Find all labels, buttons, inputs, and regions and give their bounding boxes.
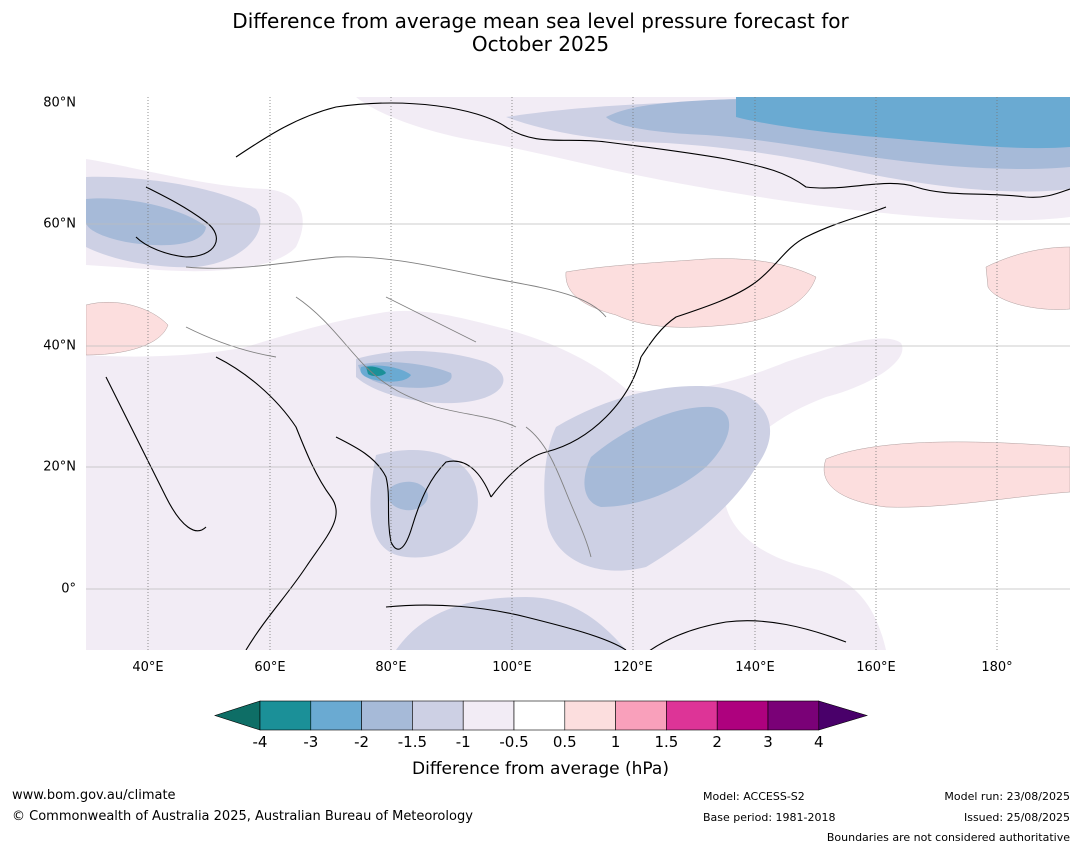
- lat-tick-label: 20°N: [43, 459, 76, 475]
- colorbar-segment: [412, 700, 464, 731]
- colorbar-segment: [564, 700, 616, 731]
- colorbar-label: Difference from average (hPa): [412, 759, 669, 779]
- colorbar-tick-label: 2: [712, 733, 722, 751]
- colorbar-tick-label: 1: [610, 733, 621, 751]
- copyright-text: © Commonwealth of Australia 2025, Austra…: [12, 809, 473, 824]
- anomaly-extreme-negative: [366, 366, 386, 377]
- lon-tick-label: 180°: [981, 660, 1013, 675]
- colorbar-tick-label: 1.5: [654, 733, 679, 751]
- colorbar-extension-high: [818, 700, 868, 731]
- colorbar-tick-label: 4: [814, 733, 824, 751]
- colorbar-tick-label: -1.5: [397, 733, 428, 751]
- colorbar-segment: [513, 700, 566, 731]
- lon-tick-label: 100°E: [492, 660, 532, 675]
- disclaimer-text: Boundaries are not considered authoritat…: [826, 831, 1070, 844]
- colorbar-tick-label: -0.5: [499, 733, 529, 751]
- gridlines: [86, 97, 1070, 650]
- lon-tick-label: 80°E: [375, 660, 407, 675]
- lon-tick-label: 40°E: [132, 660, 164, 675]
- lat-tick-label: 60°N: [43, 216, 76, 232]
- colorbar-tick-label: -4: [252, 733, 268, 751]
- colorbar-segment: [666, 700, 718, 731]
- chart-title: Difference from average mean sea level p…: [0, 10, 1081, 56]
- pressure-anomaly-map: [86, 97, 1070, 650]
- model-text: Model: ACCESS-S2: [703, 790, 805, 803]
- lon-tick-label: 140°E: [735, 660, 775, 675]
- lon-tick-label: 160°E: [856, 660, 896, 675]
- colorbar-tick-label: -3: [303, 733, 319, 751]
- lon-tick-label: 120°E: [613, 660, 653, 675]
- colorbar-extension-low: [214, 700, 261, 731]
- issued-text: Issued: 25/08/2025: [963, 811, 1070, 824]
- colorbar-segment: [716, 700, 769, 731]
- lat-tick-label: 80°N: [43, 95, 76, 111]
- lat-tick-label: 0°: [61, 581, 76, 597]
- lat-tick-label: 40°N: [43, 338, 76, 354]
- model-run-text: Model run: 23/08/2025: [944, 790, 1070, 803]
- colorbar-segment: [259, 700, 312, 731]
- anomaly-positive: [86, 246, 1070, 508]
- website-link[interactable]: www.bom.gov.au/climate: [12, 788, 176, 803]
- coastlines: [105, 102, 1070, 650]
- lon-tick-label: 60°E: [254, 660, 286, 675]
- colorbar-segment: [462, 700, 515, 731]
- title-line-2: October 2025: [471, 32, 610, 56]
- colorbar-tick-label: 3: [763, 733, 773, 751]
- map-panel: [86, 97, 1070, 650]
- colorbar-segment: [767, 700, 820, 731]
- colorbar-tick-label: 0.5: [552, 733, 577, 751]
- title-line-1: Difference from average mean sea level p…: [232, 9, 849, 33]
- colorbar-segment: [615, 700, 667, 731]
- colorbar-tick-label: -2: [354, 733, 370, 751]
- base-period-text: Base period: 1981-2018: [703, 811, 836, 824]
- colorbar: [214, 700, 868, 731]
- colorbar-segment: [310, 700, 362, 731]
- colorbar-segment: [361, 700, 413, 731]
- colorbar-tick-label: -1: [455, 733, 471, 751]
